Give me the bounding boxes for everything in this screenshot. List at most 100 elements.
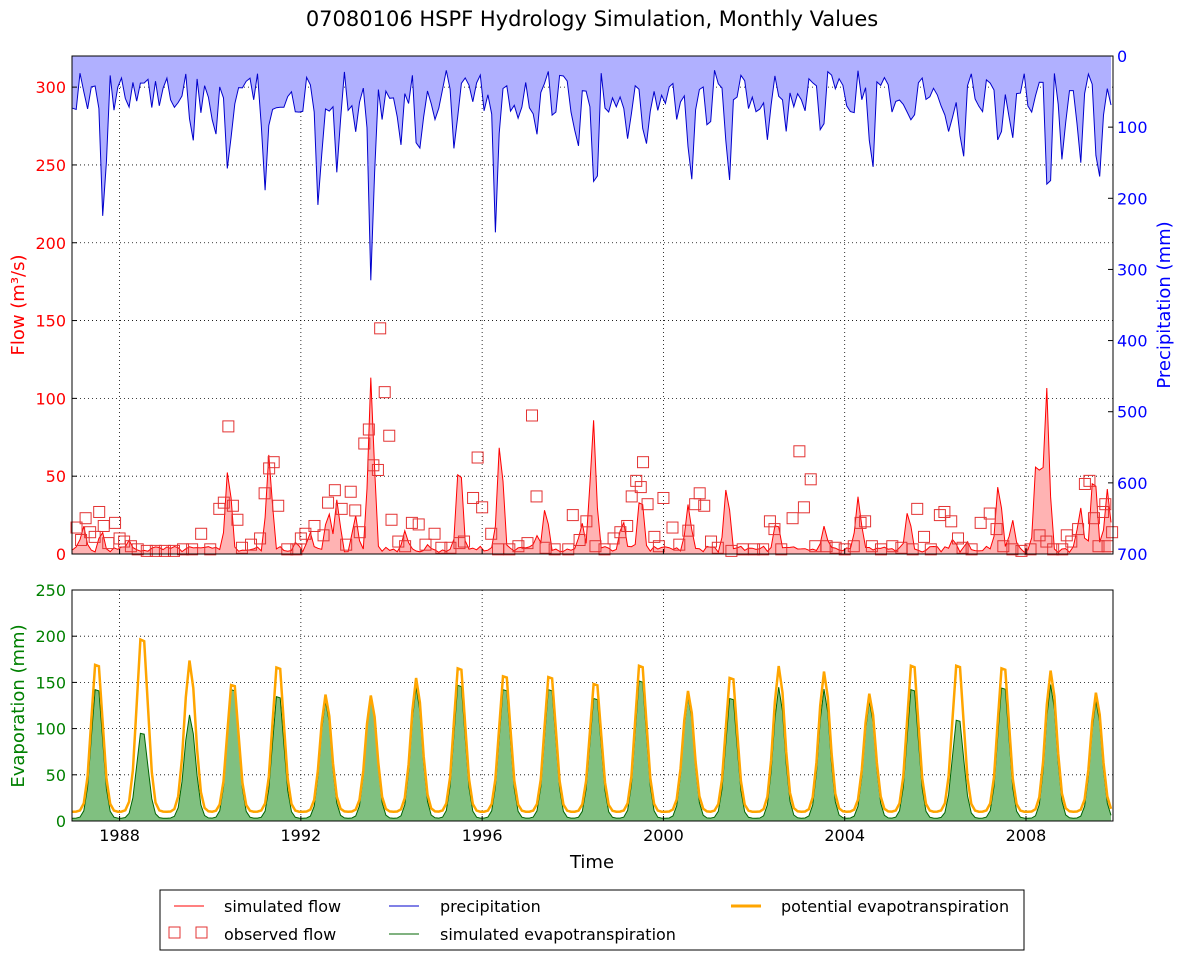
x-tick-label: 2004 (824, 826, 865, 845)
observed-flow-point (974, 516, 987, 529)
x-tick-label: 1996 (462, 826, 503, 845)
observed-flow-point (1092, 540, 1105, 553)
observed-flow-point (652, 540, 665, 553)
observed-flow-point (186, 543, 199, 556)
observed-flow-point (512, 540, 525, 553)
observed-flow-point (1065, 535, 1078, 548)
observed-flow-point (1056, 543, 1069, 556)
observed-flow-point (317, 529, 330, 542)
observed-flow-point (693, 487, 706, 500)
evap-y-tick-label: 50 (46, 766, 66, 785)
observed-flow-point (1106, 526, 1119, 539)
observed-flow-point (235, 541, 248, 554)
evap-y-ticks: 0 50 100 150 200 250 (35, 581, 77, 831)
observed-flow-point (673, 538, 686, 551)
observed-flow-point (621, 519, 634, 532)
evap-x-ticks: 1988 1992 1996 2000 2004 2008 (99, 816, 1046, 845)
observed-flow-point (637, 456, 650, 469)
observed-flow-point (1047, 543, 1060, 556)
observed-flow-point (328, 484, 341, 497)
observed-flow-point (392, 535, 405, 548)
observed-flow-point (93, 505, 106, 518)
observed-flow-point (322, 496, 335, 509)
flow-panel-frame (71, 55, 1114, 555)
observed-flow-series (70, 322, 1119, 557)
observed-flow-point (768, 523, 781, 536)
observed-flow-point (990, 523, 1003, 536)
observed-flow-point (983, 507, 996, 520)
observed-flow-point (657, 491, 670, 504)
legend: simulated flow observed flow precipitati… (159, 889, 1025, 951)
observed-flow-point (399, 540, 412, 553)
observed-flow-point (405, 516, 418, 529)
legend-label-observed-flow: observed flow (224, 925, 336, 944)
observed-flow-point (933, 509, 946, 522)
observed-flow-point (793, 445, 806, 458)
observed-flow-point (75, 533, 88, 546)
precip-y-label: Precipitation (mm) (1154, 221, 1175, 388)
observed-flow-point (97, 519, 110, 532)
evap-panel-frame (71, 589, 1114, 822)
observed-flow-point (614, 526, 627, 539)
observed-flow-point (374, 322, 387, 335)
observed-flow-point (458, 535, 471, 548)
observed-flow-point (113, 532, 126, 545)
observed-flow-point (167, 544, 180, 557)
observed-flow-point (539, 541, 552, 554)
observed-flow-point (258, 487, 271, 500)
observed-flow-point (634, 481, 647, 494)
precipitation-area (72, 56, 1112, 281)
x-tick-label: 2000 (643, 826, 684, 845)
observed-flow-point (254, 532, 267, 545)
observed-flow-point (952, 532, 965, 545)
observed-flow-point (906, 543, 919, 556)
precip-y-ticks: 0 100 200 300 400 500 600 700 (1108, 47, 1148, 564)
observed-flow-point (938, 505, 951, 518)
observed-flow-point (412, 518, 425, 531)
observed-flow-point (353, 526, 366, 539)
observed-flow-point (467, 491, 480, 504)
observed-flow-point (245, 538, 258, 551)
observed-flow-point (748, 543, 761, 556)
observed-flow-point (344, 485, 357, 498)
observed-flow-point (79, 512, 92, 525)
observed-flow-point (195, 527, 208, 540)
observed-flow-point (838, 543, 851, 556)
observed-flow-point (1024, 543, 1037, 556)
observed-flow-point (349, 504, 362, 517)
observed-flow-point (435, 541, 448, 554)
observed-flow-point (140, 544, 153, 557)
precip-y-tick-label: 600 (1117, 474, 1148, 493)
observed-flow-point (1006, 543, 1019, 556)
flow-x-ticks (119, 549, 1027, 554)
observed-flow-point (340, 538, 353, 551)
observed-flow-point (308, 519, 321, 532)
observed-flow-point (997, 540, 1010, 553)
x-axis-label: Time (569, 852, 614, 873)
observed-flow-point (1087, 512, 1100, 525)
observed-flow-point (299, 527, 312, 540)
observed-flow-point (763, 515, 776, 528)
x-tick-label: 2008 (1006, 826, 1047, 845)
flow-y-ticks: 0 50 100 150 200 250 300 (35, 78, 77, 564)
observed-flow-point (131, 543, 144, 556)
observed-flow-point (371, 463, 384, 476)
observed-flow-point (272, 499, 285, 512)
observed-flow-point (1072, 523, 1085, 536)
observed-flow-point (648, 530, 661, 543)
observed-flow-point (589, 540, 602, 553)
observed-flow-point (281, 543, 294, 556)
observed-flow-point (956, 541, 969, 554)
legend-swatch-observed-flow-b (195, 926, 208, 939)
observed-flow-point (945, 515, 958, 528)
observed-flow-point (158, 544, 171, 557)
evap-y-tick-label: 100 (35, 720, 66, 739)
observed-flow-point (865, 540, 878, 553)
legend-label-simulated-flow: simulated flow (224, 897, 341, 916)
observed-flow-point (859, 515, 872, 528)
potential-et-line (72, 637, 1113, 814)
evap-y-label: Evaporation (mm) (8, 624, 29, 787)
precip-y-tick-label: 700 (1117, 545, 1148, 564)
simulated-et-area (72, 681, 1112, 821)
observed-flow-point (503, 543, 516, 556)
